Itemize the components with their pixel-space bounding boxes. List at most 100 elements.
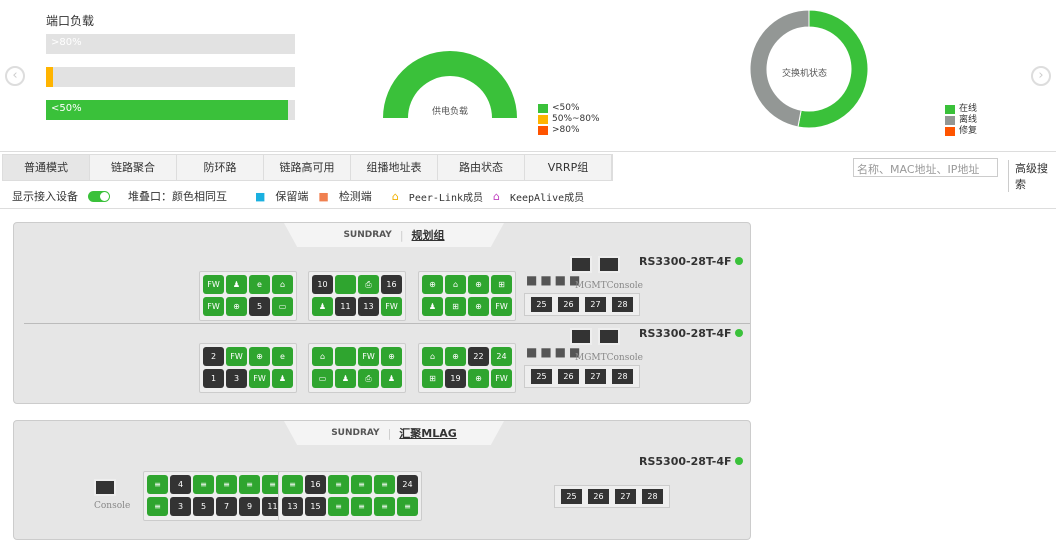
port-up[interactable]: ⊕ <box>249 347 270 366</box>
port-up[interactable]: ♟ <box>381 369 402 388</box>
console-port[interactable] <box>94 479 116 496</box>
next-arrow-icon[interactable]: › <box>1031 66 1051 86</box>
tab-1[interactable]: 链路聚合 <box>90 155 177 180</box>
port-down[interactable]: 5 <box>193 497 214 516</box>
port-up[interactable]: ⊞ <box>422 369 443 388</box>
port-up[interactable]: ≡ <box>351 475 372 494</box>
port-down[interactable]: 16 <box>381 275 402 294</box>
tab-0[interactable]: 普通模式 <box>3 155 90 180</box>
port-down[interactable]: 1 <box>203 369 224 388</box>
tab-3[interactable]: 链路高可用 <box>264 155 351 180</box>
port-up[interactable]: ⌂ <box>272 275 293 294</box>
switch-model[interactable]: RS3300-28T-4F <box>639 327 743 340</box>
port-up[interactable]: ≡ <box>262 475 283 494</box>
port-down[interactable]: 22 <box>468 347 489 366</box>
port-up[interactable]: FW <box>203 275 224 294</box>
sfp-port[interactable]: 27 <box>585 369 606 384</box>
group-name-link[interactable]: 汇聚MLAG <box>399 427 457 440</box>
mgmt-port[interactable] <box>570 256 592 273</box>
port-up[interactable] <box>335 347 356 366</box>
mgmt-port[interactable] <box>570 328 592 345</box>
tab-2[interactable]: 防环路 <box>177 155 264 180</box>
show-devices-toggle[interactable] <box>88 190 110 202</box>
sfp-port[interactable]: 25 <box>531 369 552 384</box>
sfp-port[interactable]: 25 <box>561 489 582 504</box>
port-up[interactable]: ⊕ <box>422 275 443 294</box>
advanced-search-link[interactable]: 高级搜索 <box>1008 160 1056 192</box>
port-up[interactable]: ≡ <box>351 497 372 516</box>
tab-4[interactable]: 组播地址表 <box>351 155 438 180</box>
port-up[interactable]: FW <box>226 347 247 366</box>
port-up[interactable]: ⊕ <box>468 275 489 294</box>
port-down[interactable]: 4 <box>170 475 191 494</box>
port-up[interactable] <box>335 275 356 294</box>
sfp-port[interactable]: 28 <box>612 297 633 312</box>
port-up[interactable]: ♟ <box>312 297 333 316</box>
sfp-port[interactable]: 27 <box>615 489 636 504</box>
prev-arrow-icon[interactable]: ‹ <box>5 66 25 86</box>
port-up[interactable]: ≡ <box>216 475 237 494</box>
port-down[interactable]: 13 <box>358 297 379 316</box>
port-up[interactable]: FW <box>249 369 270 388</box>
port-up[interactable]: ⊕ <box>445 347 466 366</box>
port-up[interactable]: FW <box>491 297 512 316</box>
search-input[interactable]: 名称、MAC地址、IP地址 <box>853 158 998 177</box>
port-up[interactable]: ♟ <box>335 369 356 388</box>
port-down[interactable]: 16 <box>305 475 326 494</box>
port-up[interactable]: ♟ <box>272 369 293 388</box>
port-down[interactable]: 3 <box>226 369 247 388</box>
port-up[interactable]: ≡ <box>193 475 214 494</box>
switch-model[interactable]: RS5300-28T-4F <box>639 455 743 468</box>
port-down[interactable]: 2 <box>203 347 224 366</box>
sfp-port[interactable]: 26 <box>588 489 609 504</box>
port-up[interactable]: ≡ <box>397 497 418 516</box>
port-up[interactable]: 24 <box>491 347 512 366</box>
port-up[interactable]: ⊕ <box>468 297 489 316</box>
sfp-port[interactable]: 25 <box>531 297 552 312</box>
port-down[interactable]: 10 <box>312 275 333 294</box>
port-up[interactable]: ⊕ <box>381 347 402 366</box>
port-up[interactable]: ≡ <box>328 475 349 494</box>
port-up[interactable]: ♟ <box>422 297 443 316</box>
sfp-port[interactable]: 28 <box>642 489 663 504</box>
switch-model[interactable]: RS3300-28T-4F <box>639 255 743 268</box>
sfp-port[interactable]: 27 <box>585 297 606 312</box>
port-down[interactable]: 5 <box>249 297 270 316</box>
port-up[interactable]: ⎙ <box>358 369 379 388</box>
port-down[interactable]: 19 <box>445 369 466 388</box>
port-up[interactable]: ▭ <box>312 369 333 388</box>
port-up[interactable]: FW <box>381 297 402 316</box>
port-up[interactable]: ⌂ <box>445 275 466 294</box>
port-down[interactable]: 15 <box>305 497 326 516</box>
port-up[interactable]: ≡ <box>239 475 260 494</box>
port-up[interactable]: e <box>249 275 270 294</box>
sfp-port[interactable]: 26 <box>558 297 579 312</box>
port-up[interactable]: ≡ <box>328 497 349 516</box>
port-up[interactable]: FW <box>491 369 512 388</box>
port-up[interactable]: ⊞ <box>445 297 466 316</box>
port-up[interactable]: ≡ <box>147 497 168 516</box>
port-down[interactable]: 13 <box>282 497 303 516</box>
port-up[interactable]: ▭ <box>272 297 293 316</box>
port-up[interactable]: e <box>272 347 293 366</box>
console-port[interactable] <box>598 328 620 345</box>
port-up[interactable]: ≡ <box>282 475 303 494</box>
group-name-link[interactable]: 规划组 <box>411 229 445 242</box>
port-down[interactable]: 24 <box>397 475 418 494</box>
port-up[interactable]: ⌂ <box>422 347 443 366</box>
port-down[interactable]: 3 <box>170 497 191 516</box>
port-up[interactable]: FW <box>358 347 379 366</box>
tab-5[interactable]: 路由状态 <box>438 155 525 180</box>
port-up[interactable]: ⊞ <box>491 275 512 294</box>
port-up[interactable]: ⎙ <box>358 275 379 294</box>
tab-6[interactable]: VRRP组 <box>525 155 612 180</box>
port-up[interactable]: ≡ <box>374 497 395 516</box>
port-up[interactable]: ≡ <box>147 475 168 494</box>
port-down[interactable]: 11 <box>335 297 356 316</box>
console-port[interactable] <box>598 256 620 273</box>
sfp-port[interactable]: 26 <box>558 369 579 384</box>
port-up[interactable]: ♟ <box>226 275 247 294</box>
port-up[interactable]: ≡ <box>374 475 395 494</box>
port-down[interactable]: 7 <box>216 497 237 516</box>
port-down[interactable]: 9 <box>239 497 260 516</box>
